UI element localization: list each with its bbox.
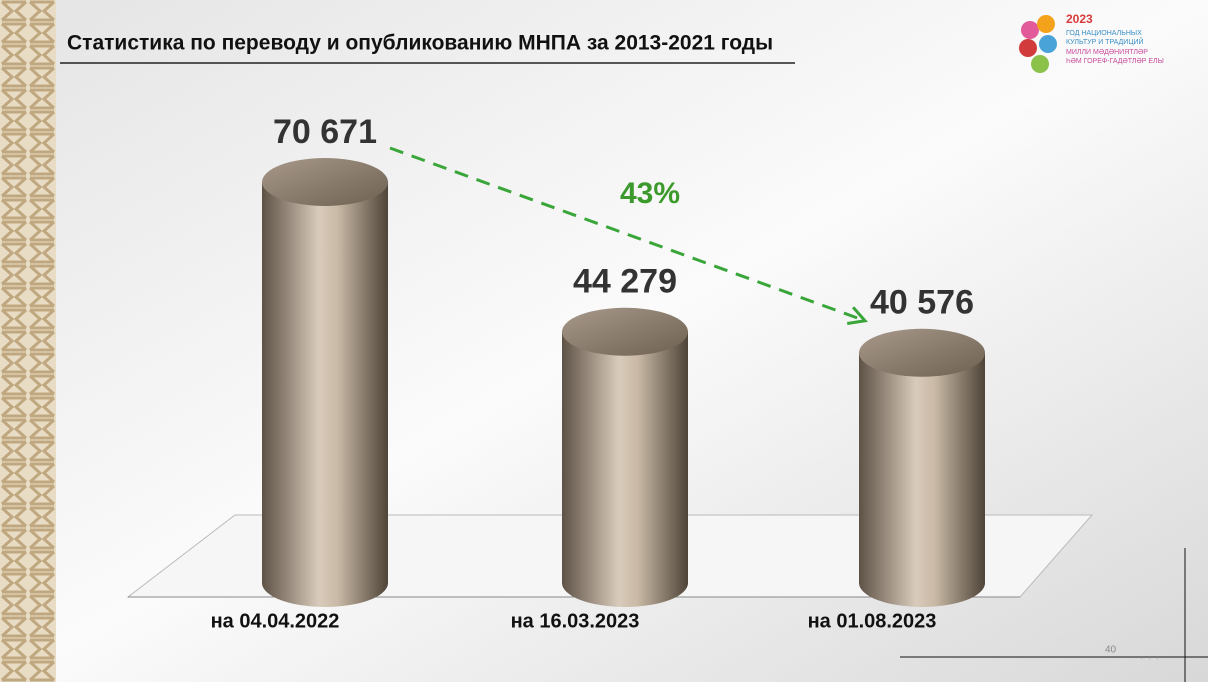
value-label: 40 576 — [870, 284, 974, 322]
page-number: 40 — [1105, 645, 1117, 656]
logo-text: ҺӘМ ГОРЕФ-ГАДӘТЛӘР ЕЛЫ — [1066, 58, 1164, 65]
dots: . . . — [1140, 646, 1159, 662]
logo-text: ГОД НАЦИОНАЛЬНЫХ — [1066, 30, 1142, 37]
logo-petal — [1021, 21, 1039, 39]
cylinder-top — [262, 158, 388, 206]
x-tick-label: на 01.08.2023 — [808, 610, 937, 632]
cylinder-top — [859, 329, 985, 377]
x-tick-label: на 16.03.2023 — [511, 610, 640, 632]
annotation: 43% — [620, 177, 680, 210]
logo-year: 2023 — [1066, 12, 1093, 26]
x-tick-label: на 04.04.2022 — [211, 610, 340, 632]
cylinder-top — [562, 308, 688, 356]
slide: Статистика по переводу и опубликованию М… — [0, 0, 1208, 682]
ornament-border — [0, 0, 56, 682]
cylinder — [859, 353, 985, 607]
logo-text: КУЛЬТУР И ТРАДИЦИЙ — [1066, 37, 1144, 46]
logo-text: МИЛЛИ МӘДӘНИЯТЛӘР — [1066, 49, 1148, 56]
logo-petal — [1019, 39, 1037, 57]
logo-petal — [1037, 15, 1055, 33]
page: Статистика по переводу и опубликованию М… — [0, 0, 1208, 682]
logo-petal — [1031, 55, 1049, 73]
value-label: 70 671 — [273, 113, 377, 151]
value-label: 44 279 — [573, 263, 677, 301]
logo-petal — [1039, 35, 1057, 53]
cylinder — [262, 182, 388, 607]
cylinder — [562, 332, 688, 607]
chart-title: Статистика по переводу и опубликованию М… — [67, 32, 773, 55]
